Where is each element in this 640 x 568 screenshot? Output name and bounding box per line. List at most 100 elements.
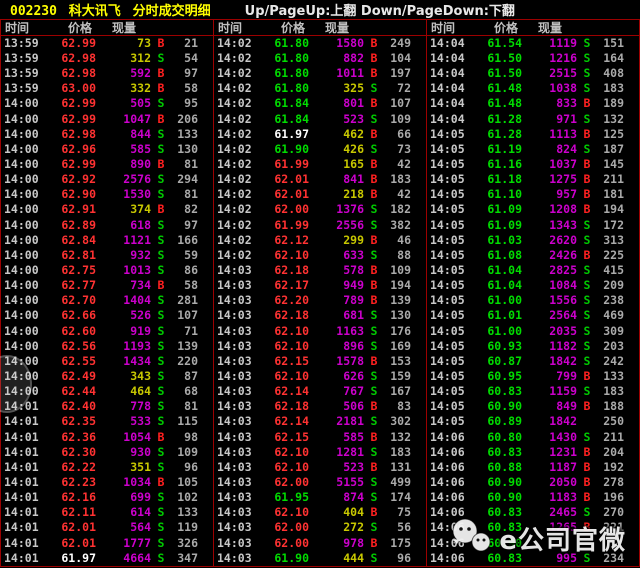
trade-price: 62.84 xyxy=(61,232,96,247)
trade-count: 309 xyxy=(603,323,624,338)
trade-time: 14:03 xyxy=(217,490,252,505)
trade-row: 14:02 62.12 299 B 46 xyxy=(214,233,426,248)
trade-row: 13:59 62.98 592 B 97 xyxy=(1,66,213,81)
trade-price: 62.90 xyxy=(61,187,96,202)
trade-side: S xyxy=(157,399,165,414)
trade-row: 14:03 62.00 272 S 56 xyxy=(214,521,426,536)
trade-row: 14:03 62.00 978 B 175 xyxy=(214,536,426,551)
trade-side: B xyxy=(370,505,378,520)
trade-count: 73 xyxy=(397,141,411,156)
trade-time: 14:03 xyxy=(217,293,252,308)
trade-volume: 1119 xyxy=(549,36,577,50)
trade-side: B xyxy=(583,202,591,217)
trade-row: 14:03 62.10 1281 S 183 xyxy=(214,445,426,460)
trade-time: 14:00 xyxy=(4,293,39,308)
trade-time: 14:05 xyxy=(430,414,465,429)
trade-side: S xyxy=(370,202,378,217)
trade-time: 14:00 xyxy=(4,262,39,277)
trade-price: 61.08 xyxy=(487,247,522,262)
trade-price: 62.98 xyxy=(61,50,96,65)
trade-volume: 919 xyxy=(130,323,151,338)
trade-side: B xyxy=(583,187,591,202)
trade-row: 14:05 61.19 824 S 187 xyxy=(427,142,639,157)
trade-row: 14:06 60.90 xyxy=(427,536,639,551)
page-title: 002230 科大讯飞 分时成交明细 xyxy=(10,0,215,19)
trade-count: 415 xyxy=(603,262,624,277)
trade-count: 194 xyxy=(390,278,411,293)
trade-price: 61.28 xyxy=(487,111,522,126)
trade-row: 14:03 62.18 681 S 130 xyxy=(214,309,426,324)
trade-count: 192 xyxy=(603,459,624,474)
trade-count: 151 xyxy=(603,36,624,50)
trade-volume: 343 xyxy=(130,368,151,383)
trade-row: 14:00 62.44 464 S 68 xyxy=(1,384,213,399)
trade-count: 189 xyxy=(603,96,624,111)
trade-price: 62.98 xyxy=(61,126,96,141)
trade-volume: 1013 xyxy=(123,262,151,277)
trade-time: 14:05 xyxy=(430,338,465,353)
trade-price: 61.04 xyxy=(487,262,522,277)
trade-side: S xyxy=(583,66,591,81)
trade-side: S xyxy=(370,141,378,156)
trade-volume: 971 xyxy=(556,111,577,126)
trade-side: S xyxy=(157,459,165,474)
trade-price: 60.83 xyxy=(487,444,522,459)
trade-volume: 767 xyxy=(343,384,364,399)
trade-row: 14:02 61.80 325 S 72 xyxy=(214,81,426,96)
trade-count: 203 xyxy=(603,338,624,353)
trade-volume: 833 xyxy=(556,96,577,111)
trade-count: 58 xyxy=(184,278,198,293)
trade-time: 14:05 xyxy=(430,262,465,277)
trade-row: 14:00 62.99 505 S 95 xyxy=(1,97,213,112)
trade-count: 139 xyxy=(177,338,198,353)
trade-price: 60.88 xyxy=(487,459,522,474)
panel-1[interactable]: 13:59 62.99 73 B 21 13:59 62.98 312 S 54 13:59 62.9… xyxy=(1,36,214,566)
trade-time: 14:03 xyxy=(217,505,252,520)
trade-volume: 1084 xyxy=(549,278,577,293)
trade-volume: 272 xyxy=(343,520,364,535)
trade-row: 14:01 62.11 614 S 133 xyxy=(1,505,213,520)
trade-price: 62.96 xyxy=(61,141,96,156)
trade-volume: 849 xyxy=(556,399,577,414)
trade-volume: 1047 xyxy=(123,111,151,126)
trade-volume: 564 xyxy=(130,520,151,535)
trade-count: 97 xyxy=(184,66,198,81)
trade-row: 14:06 60.83 2465 S 270 xyxy=(427,505,639,520)
trade-row: 14:05 60.89 1842 250 xyxy=(427,415,639,430)
trade-row: 14:03 62.10 404 B 75 xyxy=(214,505,426,520)
trade-volume: 734 xyxy=(130,278,151,293)
trade-time: 14:02 xyxy=(217,232,252,247)
trade-count: 220 xyxy=(177,353,198,368)
panel-2[interactable]: 14:02 61.80 1580 B 249 14:02 61.80 882 B 104 14:02… xyxy=(214,36,427,566)
trade-row: 14:00 62.89 618 S 97 xyxy=(1,218,213,233)
col-price: 价格 xyxy=(494,21,519,35)
trade-row: 14:02 61.97 462 B 66 xyxy=(214,127,426,142)
trade-side: S xyxy=(583,293,591,308)
trade-count: 250 xyxy=(603,414,624,429)
trade-row: 14:06 60.80 1430 S 211 xyxy=(427,430,639,445)
trade-time: 14:00 xyxy=(4,278,39,293)
trade-time: 14:01 xyxy=(4,429,39,444)
trade-row: 14:06 60.90 2050 B 278 xyxy=(427,475,639,490)
trade-price: 62.01 xyxy=(274,172,309,187)
trade-time: 14:05 xyxy=(430,323,465,338)
panel-3[interactable]: 14:04 61.54 1119 S 151 14:04 61.50 1216 S 164 14:0… xyxy=(427,36,640,566)
trade-side: S xyxy=(583,111,591,126)
trade-count: 182 xyxy=(390,202,411,217)
trade-volume: 218 xyxy=(343,187,364,202)
trade-side: B xyxy=(370,278,378,293)
trade-volume: 1231 xyxy=(549,444,577,459)
trade-price: 62.70 xyxy=(61,293,96,308)
trade-time: 14:01 xyxy=(4,459,39,474)
trade-volume: 2556 xyxy=(336,217,364,232)
trade-row: 14:05 61.28 1113 B 125 xyxy=(427,127,639,142)
trade-row: 14:03 62.10 626 S 159 xyxy=(214,369,426,384)
trade-count: 130 xyxy=(177,141,198,156)
trade-side: S xyxy=(157,550,165,565)
trade-side: S xyxy=(157,323,165,338)
trade-time: 14:06 xyxy=(430,535,465,550)
trade-count: 132 xyxy=(390,429,411,444)
trade-price: 62.77 xyxy=(61,278,96,293)
trade-price: 61.80 xyxy=(274,50,309,65)
trade-row: 14:05 61.18 1275 B 211 xyxy=(427,172,639,187)
